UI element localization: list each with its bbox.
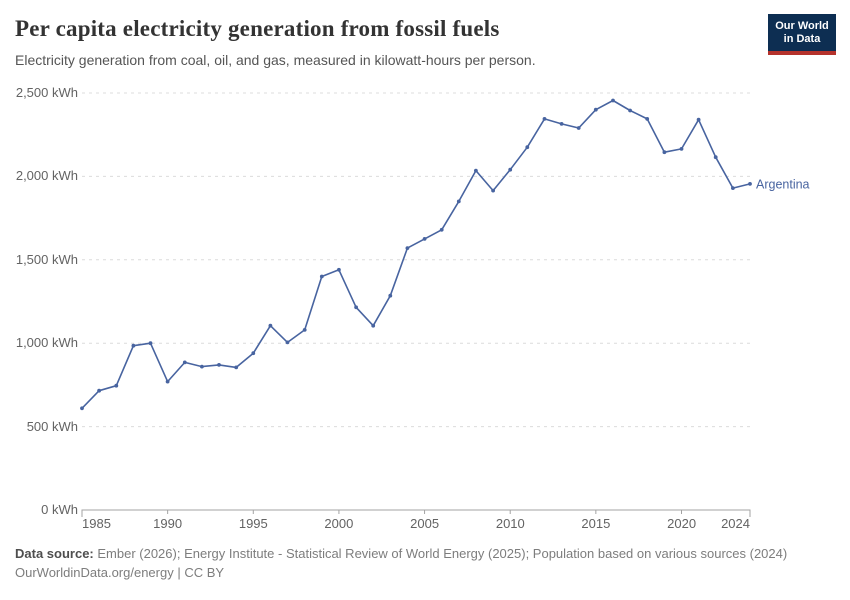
- data-source-text: Ember (2026); Energy Institute - Statist…: [93, 546, 788, 561]
- chart-title: Per capita electricity generation from f…: [15, 16, 500, 41]
- owid-logo-line1: Our World: [775, 20, 829, 32]
- data-point: [302, 328, 307, 332]
- license-line: OurWorldinData.org/energy | CC BY: [15, 563, 835, 582]
- data-point: [439, 227, 444, 232]
- data-point: [731, 186, 735, 191]
- x-tick-label-2024: 2024: [721, 516, 750, 531]
- data-point: [713, 155, 718, 160]
- owid-url-link[interactable]: OurWorldinData.org/energy: [15, 565, 174, 580]
- x-tick-label-1995: 1995: [238, 516, 268, 531]
- owid-logo[interactable]: Our World in Data: [768, 14, 836, 55]
- y-tick-label-0: 0 kWh: [41, 502, 78, 517]
- data-point: [679, 147, 684, 151]
- data-point: [182, 360, 187, 365]
- data-point: [337, 267, 341, 272]
- x-tick-label-2000: 2000: [324, 516, 354, 531]
- data-point: [97, 388, 101, 393]
- data-point: [593, 107, 598, 112]
- data-point: [251, 351, 256, 356]
- x-tick-label-1990: 1990: [153, 516, 183, 531]
- license-separator: |: [173, 565, 185, 580]
- x-tick-label-2020: 2020: [667, 516, 697, 531]
- y-tick-label-500: 500 kWh: [26, 418, 78, 434]
- chart-footer: Data source: Ember (2026); Energy Instit…: [15, 544, 835, 582]
- data-point: [456, 199, 461, 204]
- data-point: [285, 340, 290, 345]
- y-tick-label-1000: 1,000 kWh: [15, 335, 78, 351]
- data-point: [114, 383, 119, 388]
- data-point: [354, 305, 358, 310]
- data-source-label: Data source:: [15, 546, 94, 561]
- data-point: [268, 323, 273, 328]
- data-source-line: Data source: Ember (2026); Energy Instit…: [15, 544, 835, 563]
- data-point: [148, 341, 153, 346]
- data-point: [525, 145, 530, 150]
- chart-subtitle: Electricity generation from coal, oil, a…: [15, 52, 536, 68]
- x-tick-label-1985: 1985: [82, 516, 111, 531]
- data-point: [217, 363, 221, 367]
- owid-logo-line2: in Data: [783, 33, 821, 45]
- data-point: [422, 237, 427, 241]
- data-point: [662, 150, 667, 155]
- y-tick-label-1500: 1,500 kWh: [15, 251, 78, 267]
- data-point: [405, 246, 410, 251]
- data-point: [165, 379, 170, 384]
- data-point: [611, 98, 615, 103]
- data-point: [576, 126, 581, 130]
- data-point: [388, 293, 393, 298]
- data-point: [748, 182, 752, 186]
- x-tick-label-2010: 2010: [495, 516, 525, 531]
- series-end-label: Argentina: [756, 177, 810, 191]
- x-tick-label-2005: 2005: [410, 516, 440, 531]
- data-point: [131, 343, 136, 348]
- data-point: [696, 117, 701, 122]
- data-point: [200, 364, 204, 369]
- data-point: [491, 188, 495, 193]
- data-point: [628, 108, 632, 113]
- data-line: [81, 99, 751, 409]
- data-point: [542, 117, 547, 121]
- data-point: [474, 168, 478, 173]
- y-tick-label-2500: 2,500 kWh: [15, 85, 78, 100]
- x-tick-label-2015: 2015: [581, 516, 611, 531]
- y-tick-label-2000: 2,000 kWh: [15, 168, 78, 184]
- data-point: [319, 274, 324, 279]
- data-point: [508, 167, 513, 172]
- license-label: CC BY: [184, 565, 225, 580]
- data-point: [234, 365, 239, 370]
- data-point: [371, 323, 376, 328]
- data-point: [80, 406, 84, 411]
- data-point: [559, 122, 564, 126]
- data-point: [645, 117, 650, 121]
